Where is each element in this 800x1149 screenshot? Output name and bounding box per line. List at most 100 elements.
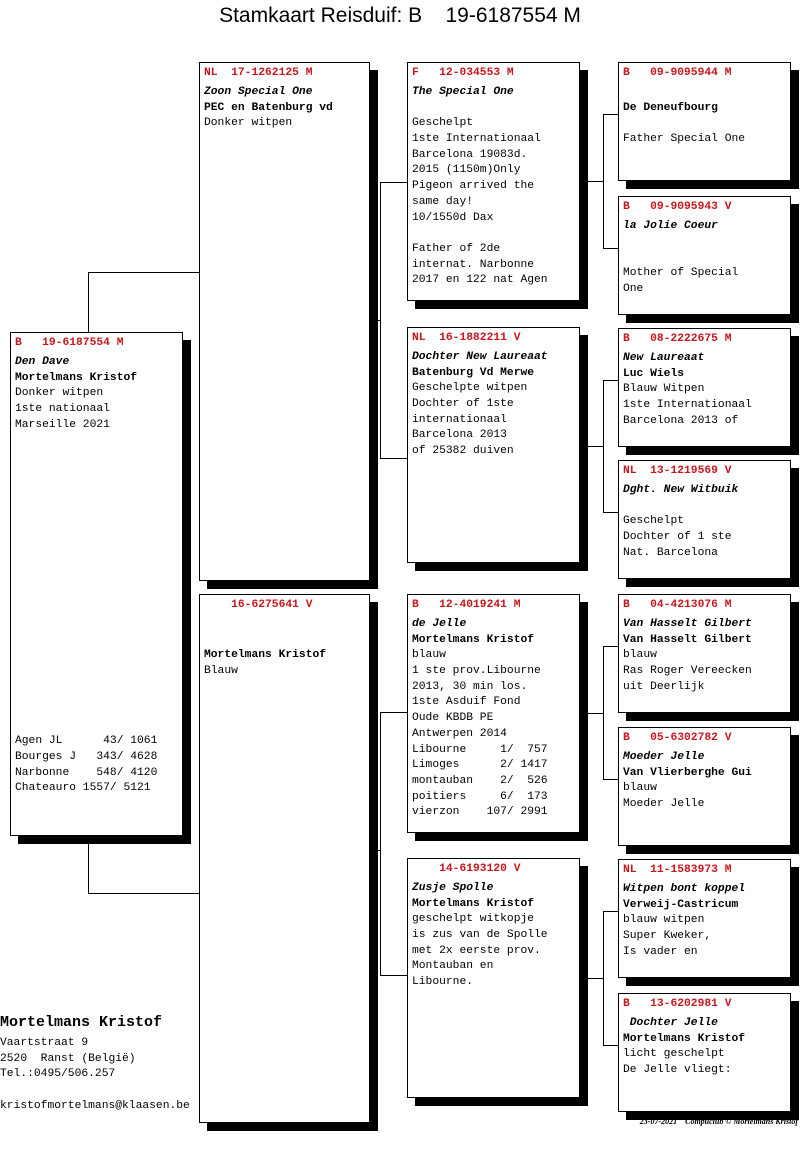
- connector-line: [380, 182, 407, 183]
- great-grandparent-card[interactable]: B 05-6302782 V Moeder Jelle Van Vlierbergh…: [618, 727, 791, 846]
- info-line: montauban 2/ 526: [412, 774, 548, 787]
- info-line: Geschelpt: [623, 515, 685, 528]
- result-line: Chateauro 1557/ 5121: [15, 782, 151, 795]
- owner-name: Mortelmans Kristof: [204, 649, 327, 662]
- info-line: 1ste Asduif Fond: [412, 696, 521, 709]
- info-line: blauw: [623, 649, 657, 662]
- great-grandparent-card[interactable]: B 13-6202981 V Dochter Jelle Mortelmans K…: [618, 993, 791, 1112]
- ring-number: B 09-9095943 V: [623, 201, 732, 213]
- grandparent-card[interactable]: B 12-4019241 M de Jelle Mortelmans Kristof…: [407, 594, 580, 833]
- email: kristofmortelmans@klaasen.be: [0, 1099, 190, 1112]
- great-grandparent-card[interactable]: B 08-2222675 M New Laureaat Luc Wiels Blauw…: [618, 328, 791, 447]
- connector-line: [377, 850, 381, 851]
- info-line: 2017 en 122 nat Agen: [412, 274, 548, 287]
- breeder-info: Mortelmans Kristof Vaartstraat 9 2520 Ran…: [0, 1014, 190, 1114]
- info-line: Donker witpen: [15, 387, 104, 400]
- connector-line: [603, 779, 618, 780]
- pigeon-name: la Jolie Coeur: [623, 220, 718, 232]
- info-line: met 2x eerste prov.: [412, 944, 541, 957]
- pigeon-name: New Laureaat: [623, 352, 705, 364]
- connector-line: [603, 248, 618, 249]
- info-line: Mother of Special: [623, 267, 739, 280]
- info-line: 1ste Internationaal: [412, 133, 541, 146]
- info-line: Antwerpen 2014: [412, 727, 507, 740]
- connector-line: [380, 712, 381, 975]
- owner-name: [623, 235, 786, 251]
- pigeon-name: Zoon Special One: [204, 86, 313, 98]
- info-line: vierzon 107/ 2991: [412, 806, 548, 819]
- info-line: One: [623, 282, 644, 295]
- info-line: uit Deerlijk: [623, 680, 705, 693]
- info-line: Geschelpte witpen: [412, 382, 528, 395]
- ring-number: NL 11-1583973 M: [623, 864, 732, 876]
- connector-line: [587, 181, 603, 182]
- info-line: 1ste Internationaal: [623, 399, 752, 412]
- great-grandparent-card[interactable]: B 04-4213076 M Van Hasselt Gilbert Van Has…: [618, 594, 791, 713]
- print-date: 23-07-2021: [639, 1117, 678, 1126]
- great-grandparent-card[interactable]: NL 13-1219569 V Dght. New Witbuik Geschelp…: [618, 460, 791, 579]
- info-line: [623, 116, 786, 132]
- connector-line: [603, 646, 604, 779]
- info-line: Limoges 2/ 1417: [412, 759, 548, 772]
- pigeon-name: Dochter Jelle: [623, 1017, 718, 1029]
- great-grandparent-card[interactable]: B 09-9095943 V la Jolie Coeur Mother of Sp…: [618, 196, 791, 315]
- info-line: Montauban en: [412, 960, 494, 973]
- connector-line: [88, 835, 89, 893]
- connector-line: [587, 713, 603, 714]
- info-line: internat. Narbonne: [412, 258, 535, 271]
- info-line: Father Special One: [623, 133, 746, 146]
- credit: Compuclub © Mortelmans Kristof: [685, 1117, 798, 1126]
- pigeon-name: The Special One: [412, 86, 514, 98]
- result-line: Narbonne 548/ 4120: [15, 766, 158, 779]
- pigeon-name: Zusje Spolle: [412, 882, 494, 894]
- owner-name: Mortelmans Kristof: [412, 897, 535, 910]
- info-line: Dochter of 1ste: [412, 398, 514, 411]
- grandparent-card[interactable]: 14-6193120 V Zusje Spolle Mortelmans Krist…: [407, 858, 580, 1098]
- great-grandparent-card[interactable]: B 09-9095944 M De Deneufbourg Father Speci…: [618, 62, 791, 181]
- connector-line: [88, 272, 199, 273]
- info-line: blauw: [412, 649, 446, 662]
- connector-line: [603, 114, 618, 115]
- ring-number: 16-6275641 V: [204, 599, 313, 611]
- ring-number: NL 16-1882211 V: [412, 332, 521, 344]
- info-line: Dochter of 1 ste: [623, 531, 732, 544]
- mother-card[interactable]: 16-6275641 V Mortelmans Kristof Blauw: [199, 594, 370, 1123]
- info-line: Father of 2de: [412, 242, 501, 255]
- pigeon-name: Moeder Jelle: [623, 751, 705, 763]
- grandparent-card[interactable]: NL 16-1882211 V Dochter New Laureaat Baten…: [407, 327, 580, 563]
- info-line: Marseille 2021: [15, 418, 110, 431]
- info-line: Pigeon arrived the: [412, 180, 535, 193]
- father-card[interactable]: NL 17-1262125 M Zoon Special One PEC en Ba…: [199, 62, 370, 581]
- info-line: 1ste nationaal: [15, 403, 110, 416]
- info-line: 2013, 30 min los.: [412, 680, 528, 693]
- info-line: Is vader en: [623, 945, 698, 958]
- pigeon-name: [623, 85, 786, 101]
- great-grandparent-card[interactable]: NL 11-1583973 M Witpen bont koppel Verweij…: [618, 859, 791, 978]
- connector-line: [88, 272, 89, 332]
- owner-name: De Deneufbourg: [623, 101, 718, 114]
- owner-name: Mortelmans Kristof: [15, 371, 138, 384]
- owner-name: Batenburg Vd Merwe: [412, 366, 535, 379]
- info-line: 1 ste prov.Libourne: [412, 665, 541, 678]
- info-line: Libourne 1/ 757: [412, 743, 548, 756]
- connector-line: [603, 911, 618, 912]
- owner-name: [412, 101, 575, 117]
- connector-line: [603, 512, 618, 513]
- connector-line: [603, 911, 604, 1045]
- info-line: blauw witpen: [623, 914, 705, 927]
- connector-line: [603, 380, 604, 512]
- pigeon-name: Dght. New Witbuik: [623, 484, 739, 496]
- info-line: poitiers 6/ 173: [412, 790, 548, 803]
- owner-name: Mortelmans Kristof: [412, 633, 535, 646]
- subject-pigeon-card[interactable]: B 19-6187554 M Den Dave Mortelmans Kristof…: [10, 332, 183, 836]
- ring-number: B 13-6202981 V: [623, 998, 732, 1010]
- pigeon-name: [204, 617, 365, 633]
- info-line: blauw: [623, 782, 657, 795]
- results-list: Agen JL 43/ 1061 Bourges J 343/ 4628 Narbo…: [15, 734, 157, 797]
- info-line: [623, 250, 786, 266]
- ring-number: B 08-2222675 M: [623, 333, 732, 345]
- grandparent-card[interactable]: F 12-034553 M The Special One Geschelpt 1st…: [407, 62, 580, 301]
- ring-number: F 12-034553 M: [412, 67, 514, 79]
- connector-line: [603, 114, 604, 248]
- info-line: Barcelona 2013: [412, 429, 507, 442]
